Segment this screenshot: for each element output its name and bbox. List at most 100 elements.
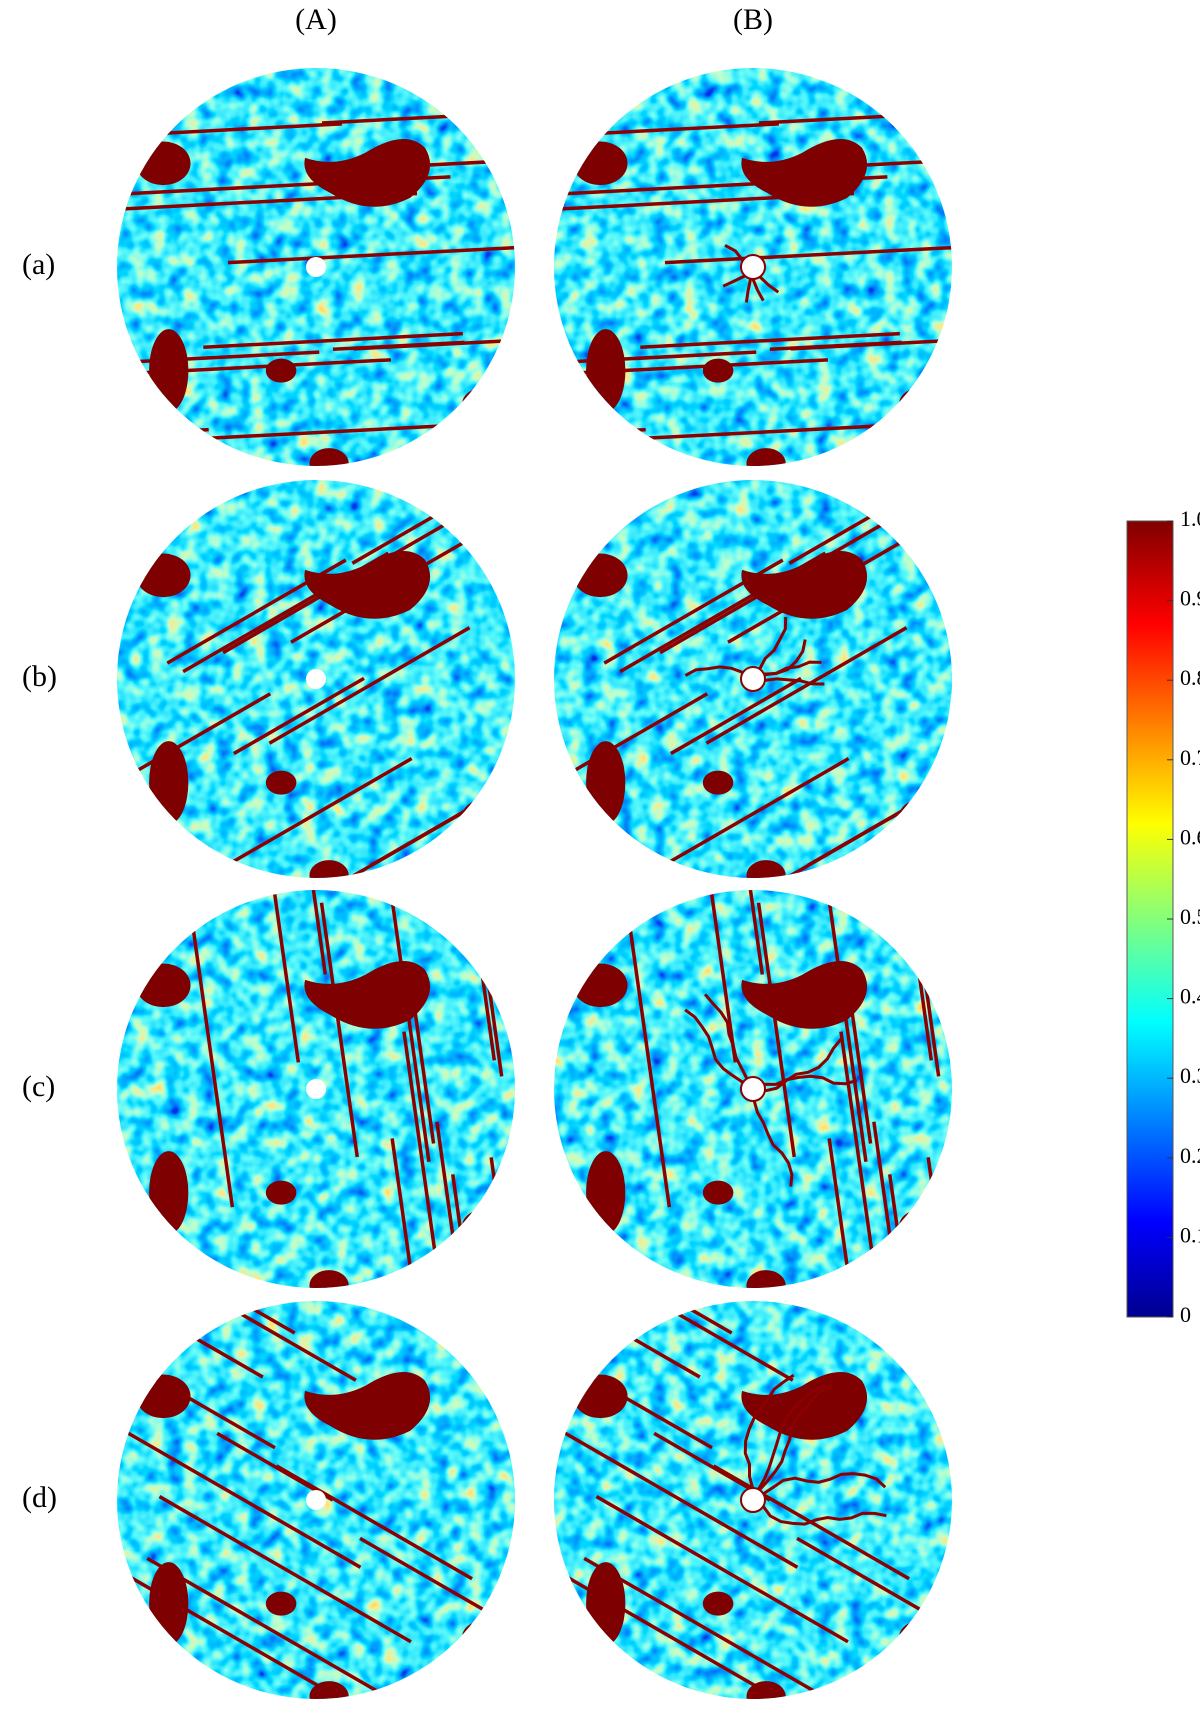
fiber [705, 626, 908, 745]
specimen [117, 1301, 515, 1699]
inclusion [746, 448, 786, 466]
inclusion [309, 1270, 349, 1288]
colorbar-tick-label: 0 [1180, 1302, 1191, 1327]
specimen [554, 480, 952, 878]
fiber [319, 902, 359, 1158]
column-label: (B) [733, 3, 773, 36]
inclusion [462, 1207, 515, 1243]
inclusion [702, 770, 734, 795]
colorbar [1126, 520, 1174, 1318]
inclusion [746, 1270, 786, 1288]
fiber [117, 1396, 362, 1569]
inclusion [899, 797, 952, 833]
hole [740, 1076, 766, 1102]
fiber [669, 676, 802, 756]
hole [740, 666, 766, 692]
inclusion [304, 551, 431, 619]
inclusion [586, 741, 626, 825]
fiber [390, 1138, 423, 1288]
inclusion [149, 1151, 189, 1235]
fiber [388, 890, 431, 1162]
crack [752, 1074, 858, 1091]
inclusion [741, 1372, 868, 1440]
fiber [640, 331, 900, 349]
colorbar-tick-label: 0.4 [1180, 984, 1200, 1009]
fiber [554, 427, 646, 442]
specimen [554, 68, 952, 466]
row-label: (c) [22, 1070, 55, 1103]
fiber [117, 427, 209, 442]
specimen [117, 480, 515, 878]
inclusion [304, 961, 431, 1029]
hole [306, 1490, 326, 1510]
hole [306, 1079, 326, 1099]
inclusion [135, 963, 191, 1008]
inclusion [899, 1207, 952, 1243]
inclusion [741, 961, 868, 1029]
fiber [156, 122, 342, 136]
specimen [554, 890, 952, 1288]
fiber [270, 890, 301, 1063]
inclusion [135, 553, 191, 598]
inclusion [702, 1180, 734, 1205]
fiber [623, 894, 672, 1208]
inclusion [572, 141, 628, 186]
crack [752, 1498, 887, 1526]
inclusion [265, 770, 297, 795]
inclusion [265, 1591, 297, 1616]
inclusion [913, 101, 952, 150]
inclusion [741, 551, 868, 619]
inclusion [265, 1180, 297, 1205]
colorbar-tick-label: 0.7 [1180, 745, 1200, 770]
fiber [275, 1464, 473, 1581]
colorbar-tick-label: 0.9 [1180, 586, 1200, 611]
inclusion [149, 741, 189, 825]
crack [751, 1088, 794, 1187]
inclusion [309, 860, 349, 878]
crack [751, 1385, 830, 1501]
inclusion [304, 139, 431, 207]
inclusion [899, 385, 952, 421]
inclusion [304, 1372, 431, 1440]
colorbar-tick-label: 0.5 [1180, 904, 1200, 929]
row-label: (a) [22, 248, 55, 281]
fiber [825, 890, 868, 1162]
inclusion [135, 1374, 191, 1419]
fiber [268, 626, 471, 745]
inclusion [476, 513, 515, 562]
fiber [756, 902, 796, 1158]
crack [752, 1472, 887, 1502]
colorbar-tick-label: 1.0 [1180, 506, 1200, 531]
inclusion [476, 101, 515, 150]
inclusion [586, 1151, 626, 1235]
fiber [554, 1396, 799, 1569]
fiber [707, 890, 738, 1063]
fiber [232, 676, 365, 756]
fiber [758, 109, 952, 125]
column-label: (A) [295, 3, 337, 36]
fiber [593, 122, 779, 136]
specimen [117, 68, 515, 466]
colorbar-tick-label: 0.3 [1180, 1063, 1200, 1088]
row-label: (d) [22, 1481, 57, 1514]
fiber [790, 333, 952, 351]
crack [703, 993, 755, 1090]
inclusion [135, 141, 191, 186]
hole [306, 257, 326, 277]
fiber [158, 1495, 412, 1644]
fiber [740, 890, 765, 975]
crack [743, 1373, 795, 1501]
inclusion [572, 963, 628, 1008]
fiber [554, 1537, 792, 1699]
fiber [595, 1495, 849, 1644]
inclusion [913, 923, 952, 972]
inclusion [586, 329, 626, 413]
colorbar-tick-label: 0.8 [1180, 665, 1200, 690]
fiber [827, 1138, 860, 1288]
colorbar-tick-label: 0.2 [1180, 1143, 1200, 1168]
inclusion [462, 385, 515, 421]
specimen [554, 1301, 952, 1699]
inclusion [913, 513, 952, 562]
inclusion [265, 358, 297, 383]
crack [752, 1038, 843, 1093]
